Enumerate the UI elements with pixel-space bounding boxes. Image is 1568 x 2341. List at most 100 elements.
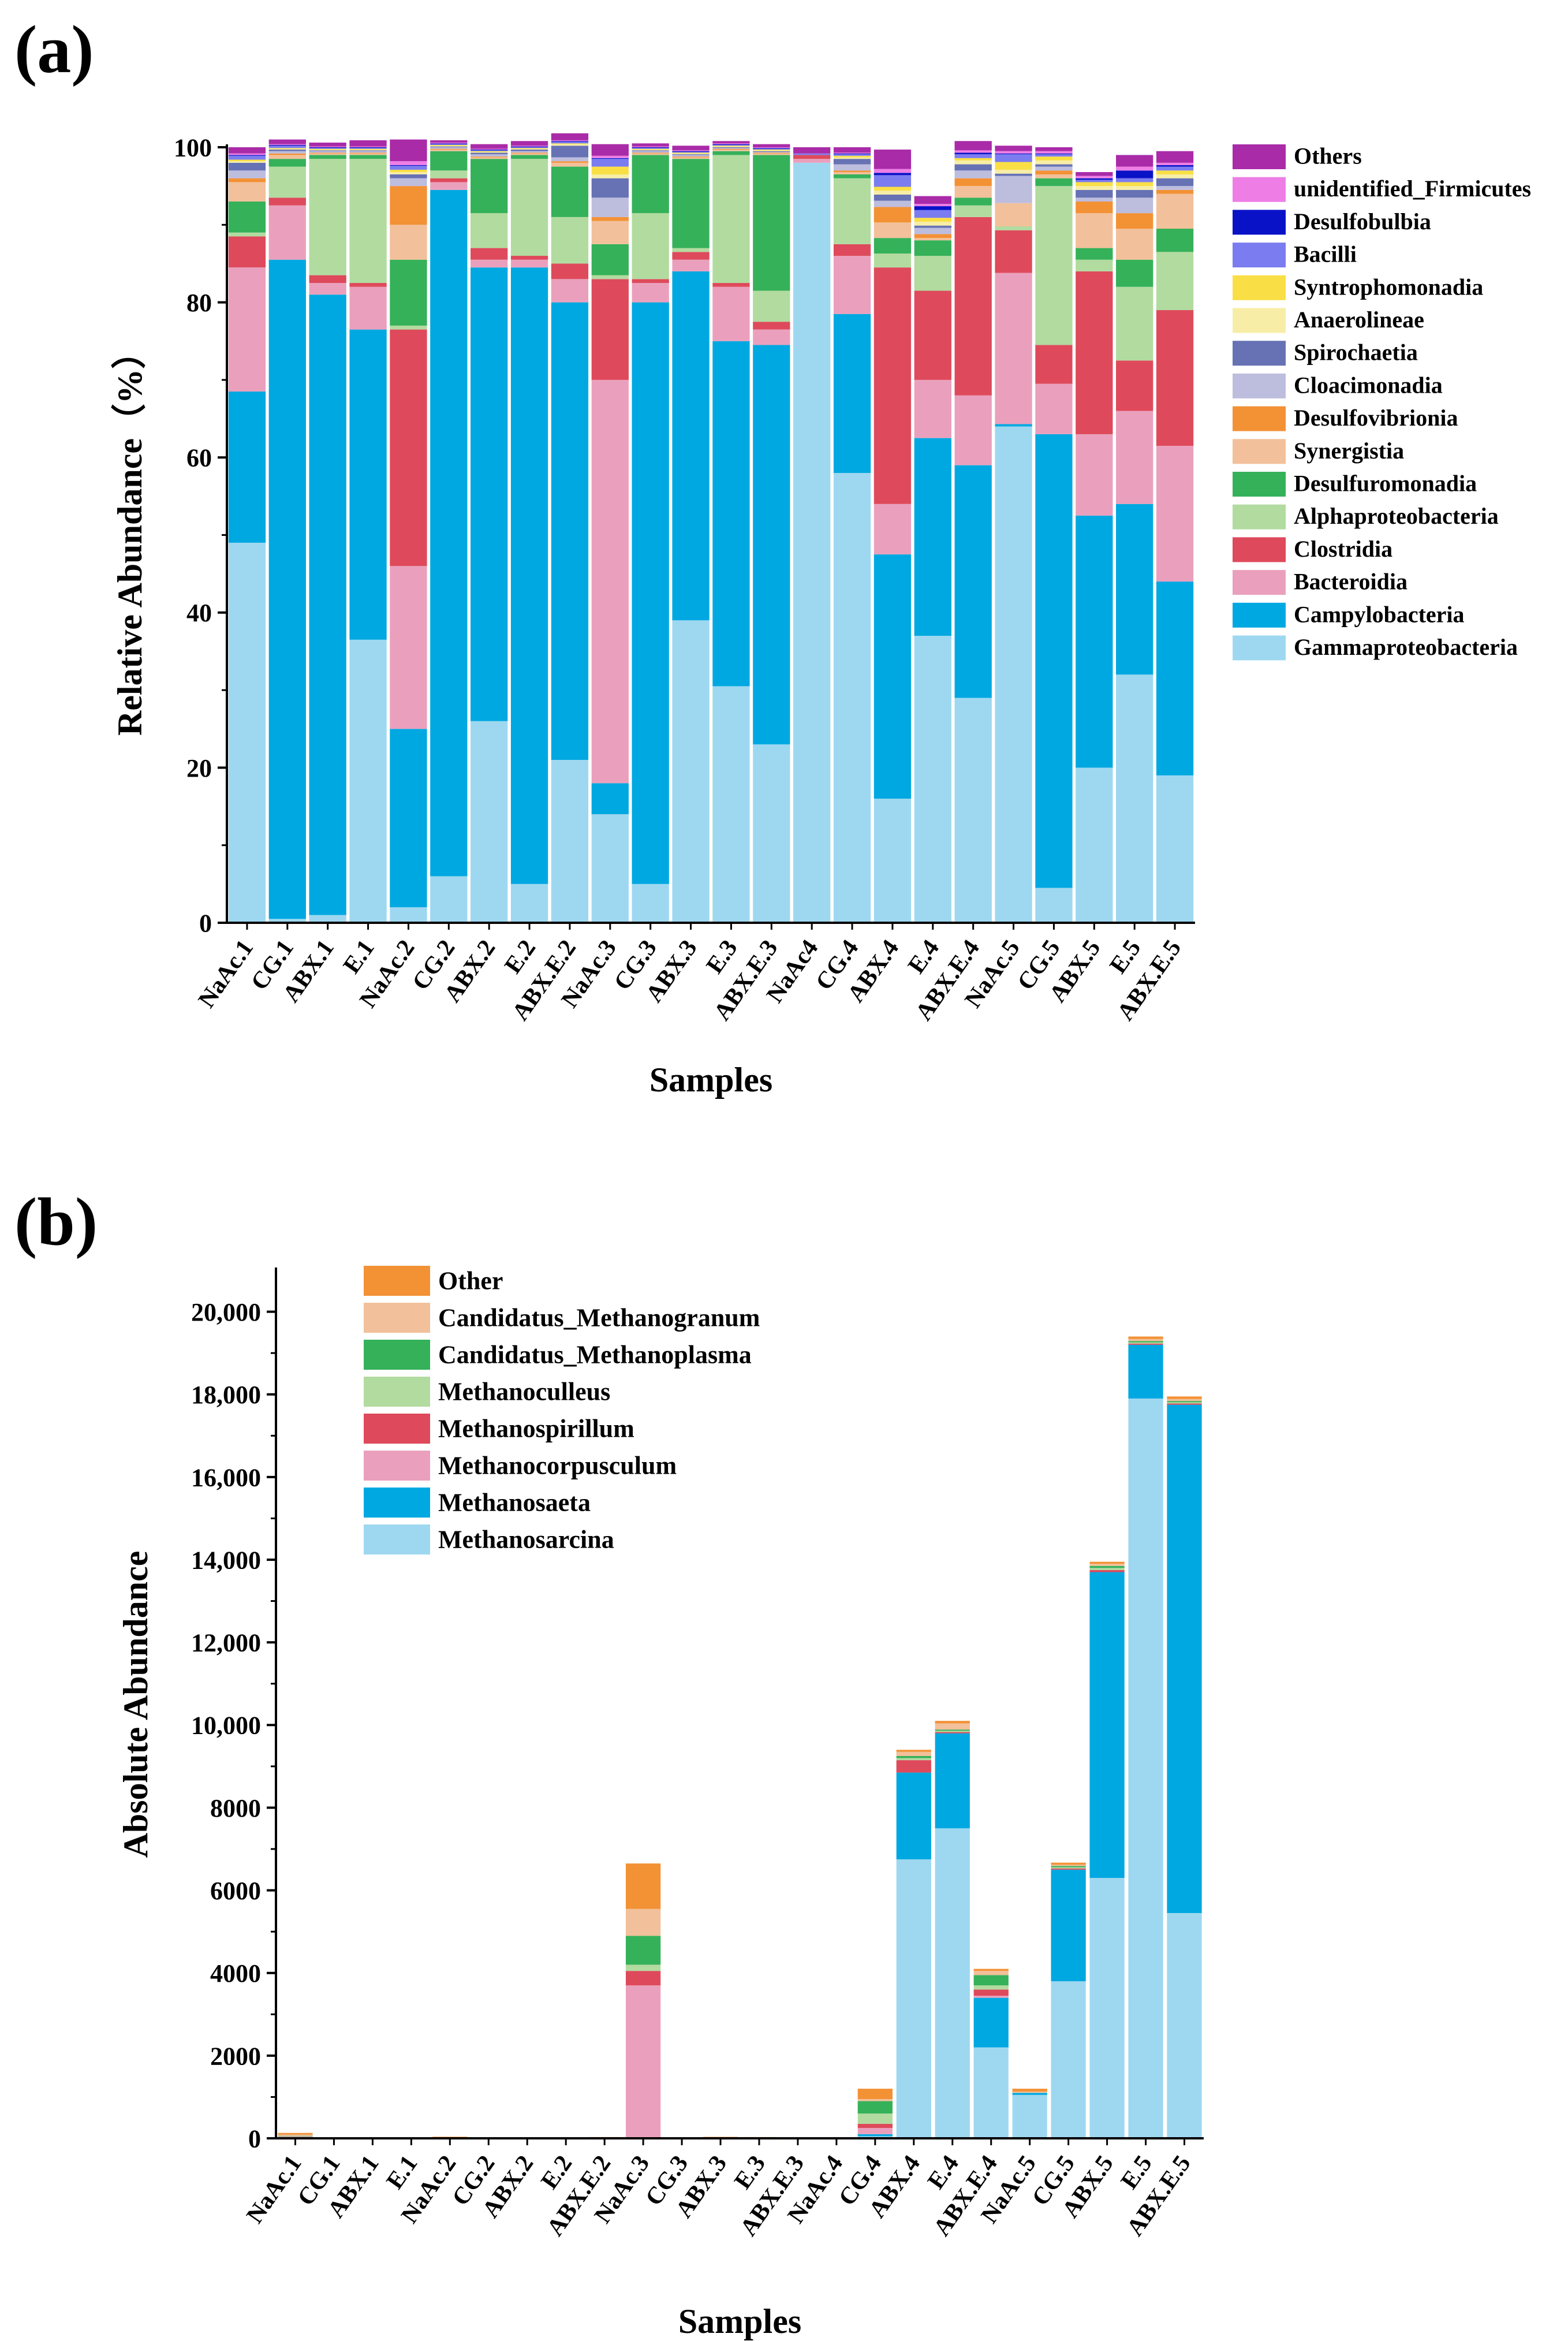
bar-segment-unidentified-firmicutes-abx-e-2 [551, 140, 589, 141]
bar-segment-alphaproteobacteria-cg-5 [1035, 186, 1073, 345]
bar-segment-desulfuromonadia-e-1 [349, 155, 387, 159]
legend-label: Gammaproteobacteria [1294, 634, 1518, 660]
bar-segment-clostridia-e-2 [510, 256, 548, 260]
bar-segment-methanospirillum-abx-5 [1089, 1570, 1125, 1572]
bar-segment-methanosaeta-e-4 [935, 1733, 970, 1829]
bar-segment-campylobacteria-abx-5 [1076, 515, 1113, 768]
bar-segment-methanoculleus-abx-5 [1089, 1568, 1125, 1570]
bar-segment-synergistia-abx-e-4 [954, 186, 992, 198]
bar-segment-clostridia-naac-3 [591, 279, 629, 380]
bar-segment-desulfovibrionia-cg-2 [430, 148, 468, 150]
bar-segment-others-cg-5 [1035, 147, 1073, 151]
bar-segment-gammaproteobacteria-cg-2 [430, 876, 468, 923]
bar-segment-candidatus-methanogranum-cg-5 [1051, 1865, 1086, 1866]
bar-segment-clostridia-naac-1 [228, 236, 266, 268]
bar-segment-others-abx-3 [672, 146, 710, 151]
bar-segment-alphaproteobacteria-e-3 [712, 155, 750, 284]
bar-segment-syntrophomonadia-abx-e-5 [1156, 170, 1194, 175]
bar-segment-other-naac-3 [625, 1863, 661, 1909]
bar-segment-bacilli-cg-2 [430, 144, 468, 145]
bar-segment-desulfovibrionia-abx-e-2 [551, 161, 589, 163]
bar-segment-methanosarcina-naac-5 [1012, 2094, 1047, 2138]
bar-segment-candidatus-methanogranum-e-5 [1128, 1339, 1163, 1341]
bar-segment-bacteroidia-naac4 [793, 159, 831, 163]
bar-segment-spirochaetia-e-1 [349, 150, 387, 151]
bar-segment-candidatus-methanogranum-abx-4 [896, 1751, 931, 1756]
bar-segment-others-abx-1 [309, 142, 346, 147]
bar-segment-unidentified-firmicutes-abx-5 [1076, 176, 1113, 178]
x-axis-label: Samples [678, 2302, 801, 2340]
bar-segment-spirochaetia-abx-e-4 [954, 164, 992, 171]
bar-segment-candidatus-methanogranum-naac-1 [278, 2134, 313, 2136]
y-tick-label: 2000 [210, 2042, 261, 2070]
bar-segment-synergistia-abx-5 [1076, 213, 1113, 248]
bar-segment-alphaproteobacteria-cg-4 [833, 178, 871, 244]
bar-segment-synergistia-abx-3 [672, 157, 710, 159]
bar-segment-methanospirillum-abx-4 [896, 1760, 931, 1773]
bar-segment-campylobacteria-e-3 [712, 341, 750, 687]
legend-label: Others [1294, 143, 1362, 169]
bar-segment-synergistia-cg-2 [430, 150, 468, 151]
bar-segment-synergistia-cg-5 [1035, 174, 1073, 178]
legend-swatch [1233, 439, 1286, 464]
bar-segment-others-naac4 [793, 147, 831, 154]
bar-segment-synergistia-abx-2 [471, 157, 508, 159]
bar-segment-cloacimonadia-e-5 [1116, 197, 1153, 214]
bar-segment-desulfovibrionia-abx-4 [873, 207, 912, 223]
bar-segment-methanoculleus-abx-4 [896, 1758, 931, 1761]
bar-segment-methanoculleus-cg-5 [1051, 1867, 1086, 1869]
bar-segment-other-cg-5 [1051, 1862, 1086, 1865]
bar-segment-cloacimonadia-e-4 [914, 228, 951, 234]
bar-segment-clostridia-e-3 [712, 283, 750, 287]
legend-swatch [364, 1377, 430, 1407]
bar-segment-alphaproteobacteria-e-5 [1116, 286, 1153, 361]
bar-segment-gammaproteobacteria-abx-2 [471, 721, 508, 923]
y-tick-label: 0 [199, 909, 212, 937]
bar-segment-bacteroidia-cg-4 [833, 256, 871, 314]
bar-segment-gammaproteobacteria-e-4 [914, 636, 951, 923]
legend-swatch [1233, 177, 1286, 202]
bar-segment-clostridia-naac-5 [995, 230, 1032, 273]
legend-label: Cloacimonadia [1294, 372, 1443, 398]
bar-segment-others-abx-4 [873, 150, 912, 169]
bar-segment-methanospirillum-e-5 [1128, 1343, 1163, 1345]
bar-segment-other-naac-1 [278, 2133, 313, 2135]
bar-segment-bacteroidia-e-1 [349, 286, 387, 330]
bar-segment-desulfuromonadia-naac-3 [591, 244, 629, 275]
legend-swatch [1233, 275, 1286, 300]
bar-segment-bacteroidia-abx-e-3 [753, 329, 790, 345]
bar-segment-others-naac-1 [228, 147, 266, 154]
bar-segment-spirochaetia-cg-4 [833, 159, 871, 165]
bar-segment-syntrophomonadia-cg-5 [1035, 156, 1073, 161]
bar-segment-desulfobulbia-abx-e-5 [1156, 165, 1194, 167]
bar-segment-other-abx-e-4 [973, 1969, 1009, 1971]
bar-segment-desulfovibrionia-e-3 [712, 148, 750, 150]
y-tick-label: 16,000 [191, 1463, 261, 1492]
bar-segment-methanoculleus-abx-e-4 [973, 1985, 1009, 1990]
bar-segment-alphaproteobacteria-abx-3 [672, 248, 710, 252]
bar-segment-gammaproteobacteria-cg-3 [632, 884, 669, 923]
bar-segment-candidatus-methanoplasma-cg-4 [857, 2101, 893, 2114]
bar-segment-anaerolineae-e-5 [1116, 186, 1153, 190]
bar-segment-cloacimonadia-cg-5 [1035, 166, 1073, 171]
legend-label: Synergistia [1294, 438, 1404, 464]
bar-segment-synergistia-naac-2 [390, 225, 427, 260]
bar-segment-desulfovibrionia-cg-3 [632, 152, 669, 154]
bar-segment-cloacimonadia-abx-2 [471, 154, 508, 157]
bar-segment-cloacimonadia-abx-e-4 [954, 170, 992, 178]
legend-label: Methanoculleus [438, 1378, 610, 1406]
bar-segment-spirochaetia-abx-3 [672, 154, 710, 155]
legend-label: Desulfobulbia [1294, 208, 1431, 234]
bar-segment-gammaproteobacteria-abx-e-3 [753, 744, 790, 923]
bar-segment-others-naac-3 [591, 144, 629, 156]
legend-swatch [1233, 210, 1286, 235]
bar-segment-candidatus-methanoplasma-abx-4 [896, 1755, 931, 1758]
bar-segment-syntrophomonadia-cg-2 [430, 144, 468, 146]
bar-segment-alphaproteobacteria-abx-e-5 [1156, 252, 1194, 311]
bar-segment-spirochaetia-e-2 [510, 150, 548, 151]
bar-segment-clostridia-abx-4 [873, 267, 912, 504]
y-tick-label: 6000 [210, 1877, 261, 1905]
bar-segment-methanospirillum-e-4 [935, 1732, 970, 1734]
bar-segment-bacteroidia-e-5 [1116, 411, 1153, 504]
bar-segment-methanosaeta-abx-5 [1089, 1572, 1125, 1878]
